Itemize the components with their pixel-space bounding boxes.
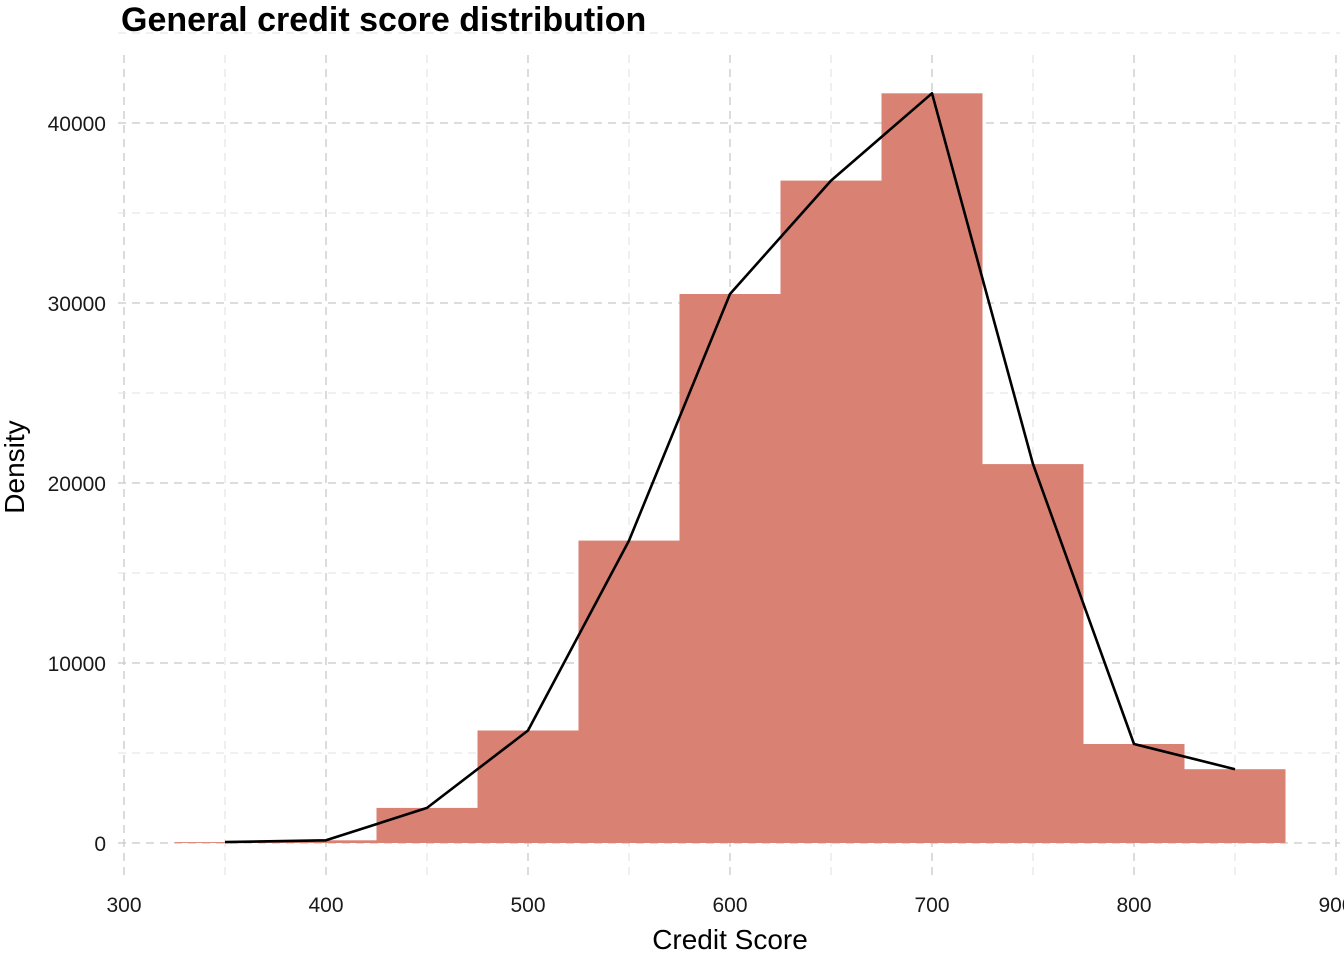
- density-line: [224, 92, 1236, 844]
- x-tick-label: 500: [510, 894, 545, 917]
- x-tick-label: 400: [308, 894, 343, 917]
- x-tick-label: 300: [106, 894, 141, 917]
- x-axis-ticks: 300 400 500 600 700 800 900: [106, 894, 1344, 917]
- histogram-bar: [982, 464, 1084, 843]
- histogram-bar: [578, 540, 680, 843]
- x-tick-label: 600: [712, 894, 747, 917]
- histogram-bar: [881, 93, 983, 844]
- x-axis-title: Credit Score: [652, 924, 808, 955]
- histogram-bar: [174, 842, 276, 843]
- chart-title: General credit score distribution: [121, 1, 646, 39]
- density-line-layer: [224, 92, 1236, 844]
- y-tick-label: 10000: [48, 653, 106, 676]
- y-tick-label: 30000: [48, 293, 106, 316]
- y-tick-label: 0: [94, 833, 106, 856]
- histogram-bar: [780, 180, 882, 844]
- histogram-bar: [376, 807, 478, 843]
- histogram-bars: [174, 93, 1286, 844]
- histogram-bar: [1184, 769, 1286, 843]
- histogram-bar: [275, 840, 377, 843]
- histogram-bar: [679, 294, 781, 843]
- x-tick-label: 900: [1318, 894, 1344, 917]
- x-tick-label: 700: [914, 894, 949, 917]
- y-axis-title: Density: [0, 420, 30, 513]
- x-tick-label: 800: [1116, 894, 1151, 917]
- y-tick-label: 20000: [48, 473, 106, 496]
- y-axis-ticks: 0 10000 20000 30000 40000: [48, 113, 106, 856]
- histogram-bar: [1083, 744, 1185, 843]
- y-tick-label: 40000: [48, 113, 106, 136]
- histogram-bar: [477, 730, 579, 843]
